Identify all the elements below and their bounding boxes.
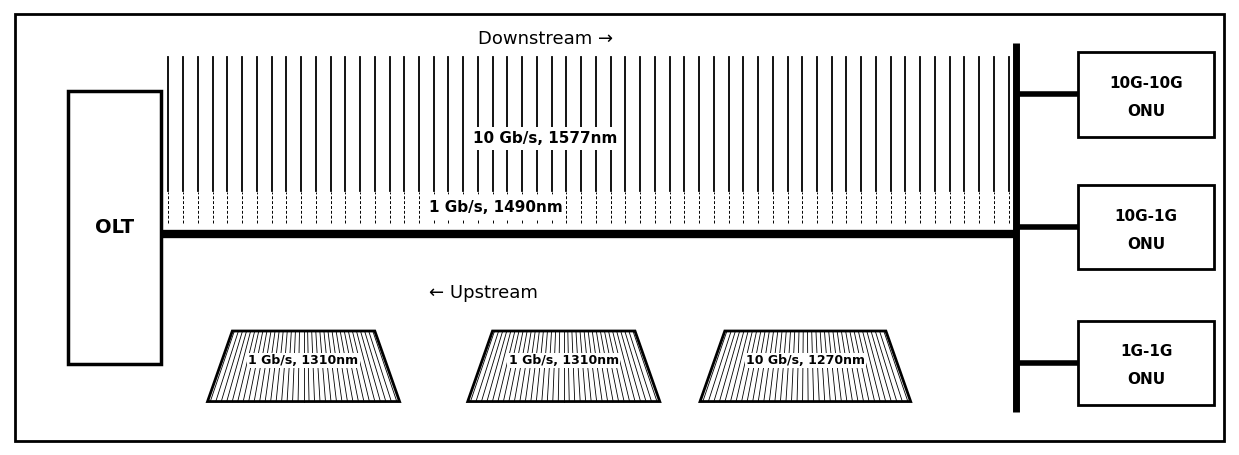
Polygon shape [207, 331, 399, 401]
Text: 10 Gb/s, 1270nm: 10 Gb/s, 1270nm [746, 354, 865, 367]
Text: ← Upstream: ← Upstream [429, 284, 538, 303]
Text: 10G-10G: 10G-10G [1109, 76, 1183, 91]
Text: 10G-1G: 10G-1G [1115, 209, 1177, 224]
Bar [68, 91, 161, 364]
Text: OLT: OLT [95, 218, 134, 237]
Text: ONU: ONU [1127, 237, 1165, 252]
Bar [161, 57, 1016, 191]
Text: 1 Gb/s, 1310nm: 1 Gb/s, 1310nm [249, 354, 358, 367]
Text: ONU: ONU [1127, 372, 1165, 387]
Text: 1G-1G: 1G-1G [1120, 344, 1172, 359]
Text: 1 Gb/s, 1490nm: 1 Gb/s, 1490nm [429, 200, 563, 215]
Bar [1078, 321, 1214, 405]
Text: Downstream →: Downstream → [477, 30, 613, 48]
Text: 1 Gb/s, 1310nm: 1 Gb/s, 1310nm [509, 354, 618, 367]
Text: ONU: ONU [1127, 104, 1165, 119]
Bar [1078, 185, 1214, 269]
Polygon shape [700, 331, 911, 401]
Text: 10 Gb/s, 1577nm: 10 Gb/s, 1577nm [473, 131, 617, 146]
Polygon shape [468, 331, 659, 401]
Bar [161, 192, 1016, 223]
Bar [1078, 52, 1214, 136]
